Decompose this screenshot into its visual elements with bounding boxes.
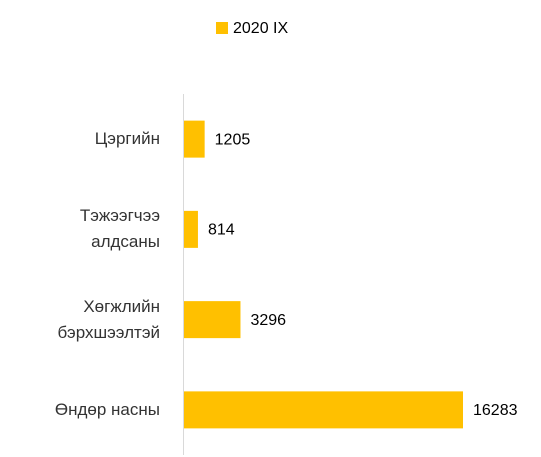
- bar: [184, 120, 205, 158]
- category-label: Өндөр насны: [54, 399, 160, 419]
- bar: [184, 301, 241, 339]
- category-label: Тэжээгчээ алдсаны: [79, 206, 160, 252]
- data-label: 814: [208, 222, 235, 239]
- category-label: Хөгжлийн бэрхшээлтэй: [57, 296, 160, 342]
- bar: [184, 391, 463, 429]
- data-label: 16283: [473, 402, 518, 419]
- bar: [184, 210, 198, 248]
- legend-label: 2020 IX: [233, 20, 288, 37]
- legend-swatch: [216, 22, 228, 34]
- category-label: Цэргийн: [94, 129, 160, 149]
- data-label: 1205: [215, 131, 251, 148]
- data-label: 3296: [250, 312, 286, 329]
